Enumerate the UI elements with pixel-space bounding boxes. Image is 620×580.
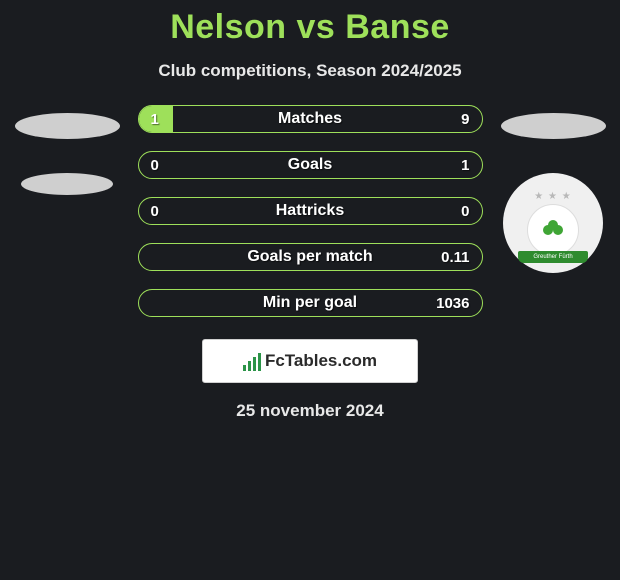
stat-right-value: 1036 [436,290,469,316]
stat-right-value: 0 [461,198,469,224]
stat-label: Matches [139,106,482,132]
stat-bar: 0Hattricks0 [138,197,483,225]
comparison-bars: 1Matches90Goals10Hattricks0Goals per mat… [138,105,483,317]
player-photo-placeholder [501,113,606,139]
badge-shield-icon [527,204,579,256]
badge-stars-icon: ★ ★ ★ [534,191,571,202]
stat-bar: Goals per match0.11 [138,243,483,271]
compare-area: 1Matches90Goals10Hattricks0Goals per mat… [0,105,620,317]
page-subtitle: Club competitions, Season 2024/2025 [0,61,620,81]
stat-right-value: 9 [461,106,469,132]
stat-label: Goals per match [139,244,482,270]
stat-right-value: 0.11 [441,244,469,270]
page-title: Nelson vs Banse [0,8,620,47]
stat-bar: 1Matches9 [138,105,483,133]
comparison-widget: Nelson vs Banse Club competitions, Seaso… [0,0,620,421]
player-photo-placeholder [15,113,120,139]
right-player-col: ★ ★ ★ Greuther Fürth [501,105,606,273]
club-badge-placeholder [21,173,113,195]
stat-bar: 0Goals1 [138,151,483,179]
stat-label: Min per goal [139,290,482,316]
stat-label: Hattricks [139,198,482,224]
club-badge-right: ★ ★ ★ Greuther Fürth [503,173,603,273]
stat-bar: Min per goal1036 [138,289,483,317]
snapshot-date: 25 november 2024 [0,401,620,421]
left-player-col [15,105,120,195]
badge-banner: Greuther Fürth [518,251,588,263]
clover-icon [543,220,563,240]
attribution-badge: FcTables.com [202,339,418,383]
attribution-text: FcTables.com [265,351,377,371]
stat-label: Goals [139,152,482,178]
fctables-logo-icon [243,351,261,371]
stat-right-value: 1 [461,152,469,178]
